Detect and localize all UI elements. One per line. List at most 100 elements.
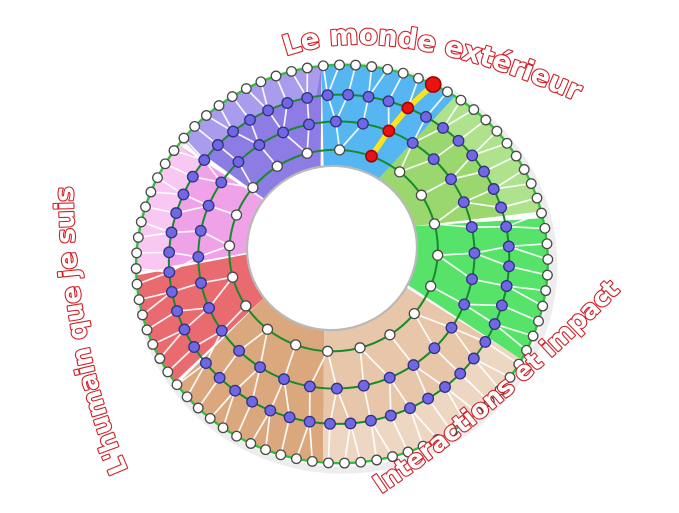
mesh-node[interactable] <box>217 422 229 434</box>
mesh-node[interactable] <box>330 382 343 395</box>
mesh-node[interactable] <box>465 221 478 234</box>
mesh-node[interactable] <box>198 154 211 167</box>
mesh-node[interactable] <box>458 298 471 311</box>
mesh-node[interactable] <box>165 285 178 298</box>
mesh-node[interactable] <box>262 104 275 117</box>
mesh-node[interactable] <box>202 199 215 212</box>
mesh-node[interactable] <box>178 323 191 336</box>
mesh-node[interactable] <box>518 164 530 175</box>
mesh-node[interactable] <box>303 380 316 393</box>
mesh-node[interactable] <box>152 172 163 184</box>
mesh-node[interactable] <box>513 358 525 370</box>
mesh-node[interactable] <box>407 359 420 372</box>
mesh-node[interactable] <box>495 201 508 214</box>
mesh-node[interactable] <box>362 90 375 103</box>
mesh-node[interactable] <box>244 113 256 126</box>
mesh-node[interactable] <box>283 411 296 424</box>
mesh-node[interactable] <box>159 158 171 170</box>
mesh-node[interactable] <box>339 457 350 469</box>
mesh-node[interactable] <box>491 125 503 137</box>
mesh-node[interactable] <box>260 444 272 456</box>
mesh-node[interactable] <box>278 373 290 386</box>
mesh-node[interactable] <box>171 305 183 318</box>
mesh-node[interactable] <box>226 91 238 103</box>
mesh-node[interactable] <box>466 273 478 286</box>
mesh-node[interactable] <box>277 126 290 139</box>
mesh-node[interactable] <box>322 457 334 469</box>
mesh-node[interactable] <box>215 176 228 189</box>
mesh-node[interactable] <box>261 323 274 335</box>
mesh-node[interactable] <box>383 371 396 384</box>
mesh-node[interactable] <box>404 402 416 415</box>
mesh-node[interactable] <box>135 216 147 228</box>
mesh-node[interactable] <box>133 294 145 306</box>
mesh-node[interactable] <box>131 247 143 259</box>
mesh-node[interactable] <box>181 391 193 403</box>
mesh-node-highlighted[interactable] <box>401 101 415 115</box>
mesh-node[interactable] <box>141 324 153 336</box>
mesh-node[interactable] <box>290 339 302 351</box>
mesh-node[interactable] <box>247 181 259 194</box>
mesh-node[interactable] <box>457 196 470 209</box>
mesh-node[interactable] <box>412 72 424 84</box>
mesh-node[interactable] <box>223 240 236 252</box>
mesh-node[interactable] <box>479 335 492 348</box>
mesh-node[interactable] <box>329 115 342 128</box>
mesh-node[interactable] <box>246 395 259 408</box>
mesh-node[interactable] <box>240 83 252 95</box>
mesh-node[interactable] <box>195 277 207 289</box>
mesh-node[interactable] <box>192 250 205 263</box>
mesh-node[interactable] <box>525 178 537 190</box>
mesh-node[interactable] <box>428 342 441 355</box>
mesh-node[interactable] <box>537 300 549 312</box>
mesh-node[interactable] <box>542 253 554 265</box>
mesh-node[interactable] <box>354 342 366 354</box>
mesh-node[interactable] <box>468 104 480 116</box>
mesh-node[interactable] <box>229 384 242 397</box>
mesh-node[interactable] <box>397 67 409 79</box>
mesh-node[interactable] <box>406 136 419 149</box>
mesh-node[interactable] <box>441 86 453 98</box>
mesh-node[interactable] <box>131 278 143 290</box>
mesh-node[interactable] <box>178 132 190 144</box>
mesh-node[interactable] <box>204 412 216 424</box>
mesh-node[interactable] <box>168 145 180 157</box>
mesh-node[interactable] <box>355 456 367 468</box>
mesh-node[interactable] <box>192 402 204 414</box>
mesh-node[interactable] <box>455 94 467 106</box>
mesh-node[interactable] <box>301 62 313 74</box>
mesh-node-highlighted[interactable] <box>382 124 396 138</box>
mesh-node[interactable] <box>467 352 480 365</box>
mesh-node[interactable] <box>301 147 313 159</box>
mesh-node[interactable] <box>163 266 176 279</box>
mesh-node[interactable] <box>163 246 176 259</box>
mesh-node[interactable] <box>230 209 243 221</box>
mesh-node[interactable] <box>213 100 225 112</box>
mesh-node[interactable] <box>154 353 166 364</box>
mesh-node[interactable] <box>170 207 183 220</box>
mesh-node[interactable] <box>171 379 183 391</box>
highlight-path[interactable] <box>368 81 436 159</box>
mesh-node[interactable] <box>344 417 357 430</box>
mesh-node[interactable] <box>130 263 142 275</box>
mesh-node[interactable] <box>211 139 224 151</box>
mesh-node[interactable] <box>480 114 492 126</box>
mesh-node[interactable] <box>186 170 199 183</box>
mesh-node[interactable] <box>303 415 316 428</box>
mesh-node[interactable] <box>402 446 414 458</box>
mesh-node[interactable] <box>275 449 287 461</box>
mesh-node[interactable] <box>227 125 240 138</box>
mesh-node[interactable] <box>333 144 346 156</box>
mesh-node[interactable] <box>200 110 212 121</box>
mesh-node[interactable] <box>503 260 515 273</box>
mesh-node[interactable] <box>253 139 266 151</box>
mesh-node[interactable] <box>188 341 201 353</box>
mesh-node[interactable] <box>281 97 294 109</box>
mesh-node[interactable] <box>255 76 267 88</box>
mesh-node[interactable] <box>227 271 239 283</box>
mesh-node[interactable] <box>140 201 151 213</box>
mesh-node[interactable] <box>137 309 148 321</box>
mesh-node[interactable] <box>427 153 440 166</box>
mesh-node[interactable] <box>371 454 383 466</box>
mesh-node[interactable] <box>472 407 484 418</box>
